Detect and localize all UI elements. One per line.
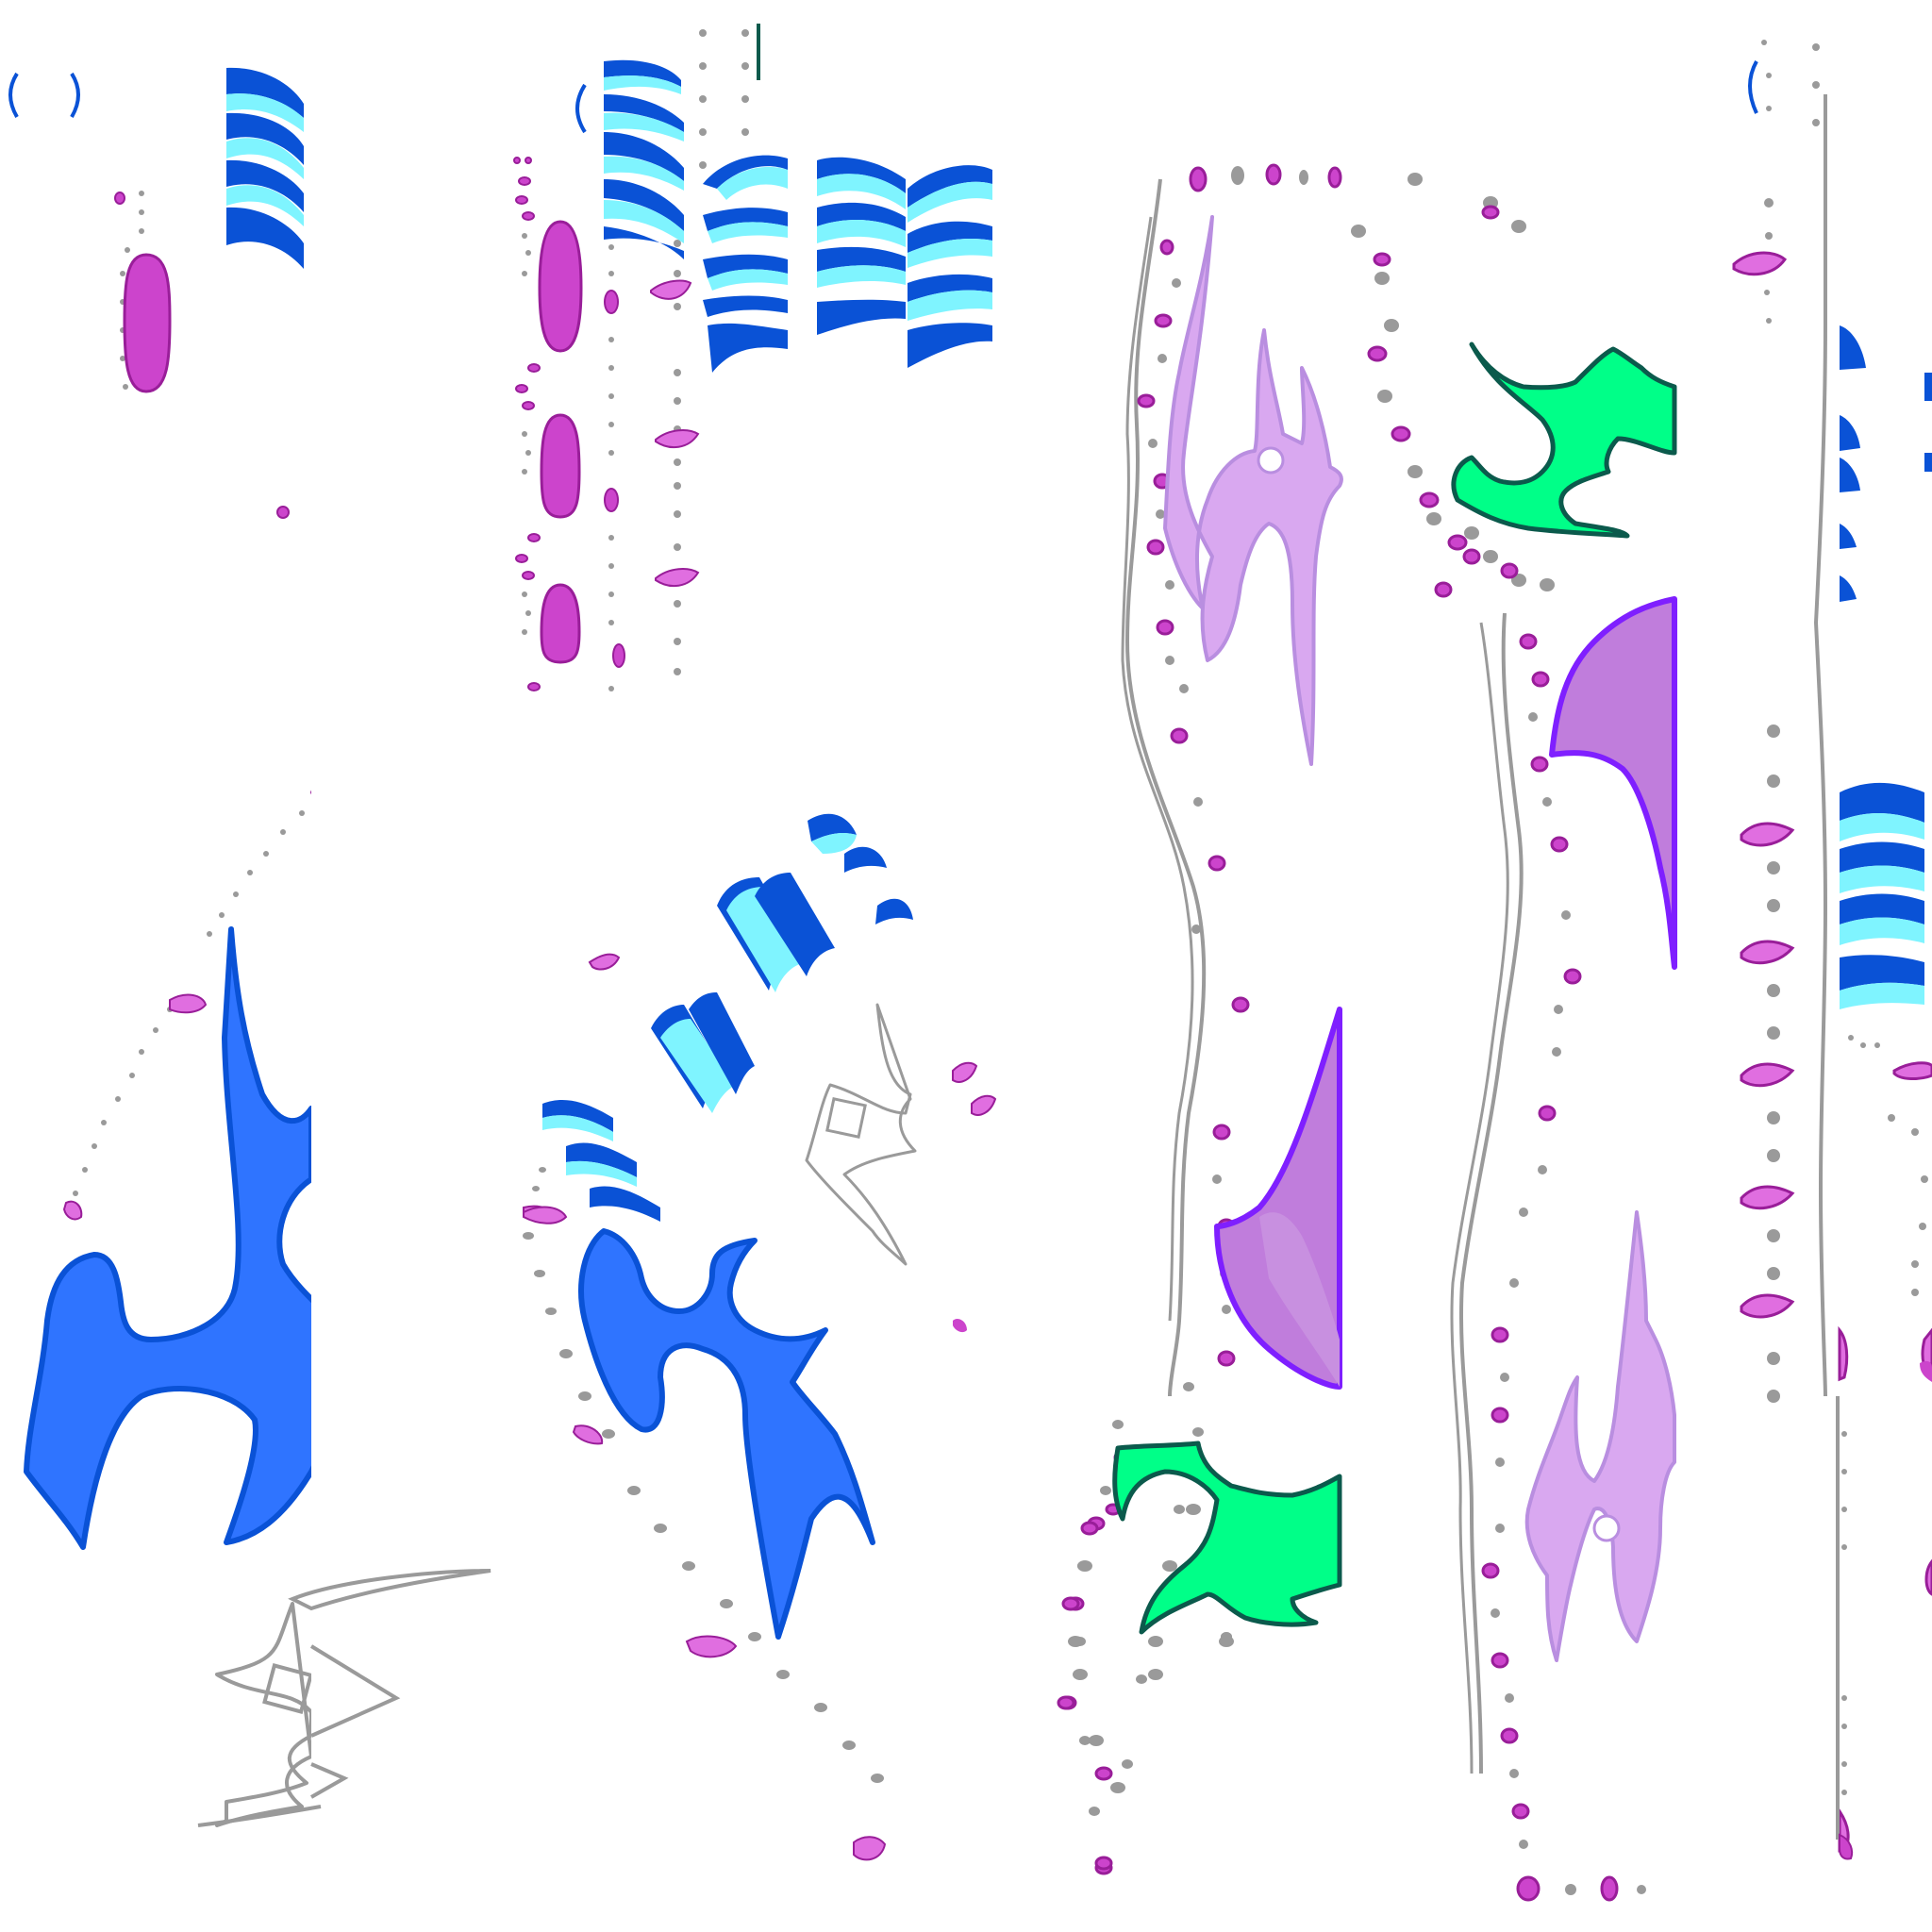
left-column <box>8 67 311 1827</box>
gray-outline-zigzag <box>805 1003 917 1266</box>
gray-wavy-line <box>1124 178 1207 1397</box>
magenta-capsule <box>123 253 172 393</box>
second-column <box>513 24 997 1861</box>
magenta-drop-column <box>1838 1061 1932 1853</box>
green-hook-shape <box>1112 1441 1342 1635</box>
violet-petal-highlight <box>1259 1212 1340 1387</box>
blue-cyan-stripe-band <box>226 67 304 269</box>
gray-wavy-line <box>1121 216 1194 1322</box>
lavender-cross-shape <box>1524 1210 1676 1662</box>
gray-outline-diamond <box>262 1663 311 1714</box>
gray-wavy-line <box>1450 622 1509 1774</box>
magenta-drop <box>169 993 208 1014</box>
gray-wavy-line <box>1458 612 1524 1774</box>
magenta-capsule-group <box>538 220 583 664</box>
lavender-cross-shape <box>1163 215 1343 766</box>
gray-dot-arc <box>523 1167 884 1783</box>
magenta-drop-column <box>650 279 700 588</box>
lavender-cross-hole <box>1592 1514 1621 1542</box>
blue-hook-shape <box>24 926 311 1550</box>
top-arc <box>575 83 587 134</box>
blue-cyan-stripe-band <box>817 157 906 335</box>
blue-cyan-stripe-band-diagonal <box>542 813 913 1222</box>
blue-cyan-stripe-band <box>604 59 684 259</box>
gray-dot-column <box>1761 40 1820 1403</box>
magenta-drop-column <box>1732 251 1795 1319</box>
violet-petal-shape <box>1549 596 1677 970</box>
magenta-drop <box>309 790 311 795</box>
gray-dot-column <box>1841 1035 1928 1795</box>
top-arc <box>1748 60 1758 114</box>
blue-cyan-stripe-band <box>1840 782 1924 1009</box>
lavender-column <box>1057 163 1524 1875</box>
magenta-dot-column <box>114 192 290 519</box>
green-hook-shape <box>1451 341 1677 539</box>
magenta-drop <box>1839 1833 1854 1860</box>
lavender-cross-hole <box>1257 446 1285 475</box>
blue-cyan-stripe-band <box>908 165 992 368</box>
fourth-column <box>1351 173 1677 1902</box>
blue-hook-shape <box>578 1228 875 1640</box>
top-arc-right <box>70 72 80 119</box>
blue-cyan-stripe-band <box>703 155 788 373</box>
gray-dot-column <box>522 29 749 691</box>
green-sliver <box>757 24 760 80</box>
gray-wavy-line <box>1813 94 1828 1397</box>
gray-zigzag-extension <box>197 1569 491 1827</box>
magenta-drop <box>953 1319 967 1333</box>
blue-stripe-fragment <box>1840 325 1932 602</box>
magenta-drop <box>62 1200 83 1221</box>
gray-outline-diamond <box>825 1097 867 1139</box>
magenta-dot-column <box>513 157 625 691</box>
magenta-drop <box>1920 1360 1932 1382</box>
magenta-drop <box>523 1206 568 1224</box>
fifth-column <box>1732 40 1828 1403</box>
top-arc-left <box>8 72 19 119</box>
gray-dot-column <box>1491 712 1646 1895</box>
gray-dot-arc <box>73 810 305 1196</box>
gray-outline-zigzag <box>215 1602 311 1827</box>
magenta-dot-arc <box>1367 205 1619 1902</box>
right-column <box>1836 325 1932 1860</box>
